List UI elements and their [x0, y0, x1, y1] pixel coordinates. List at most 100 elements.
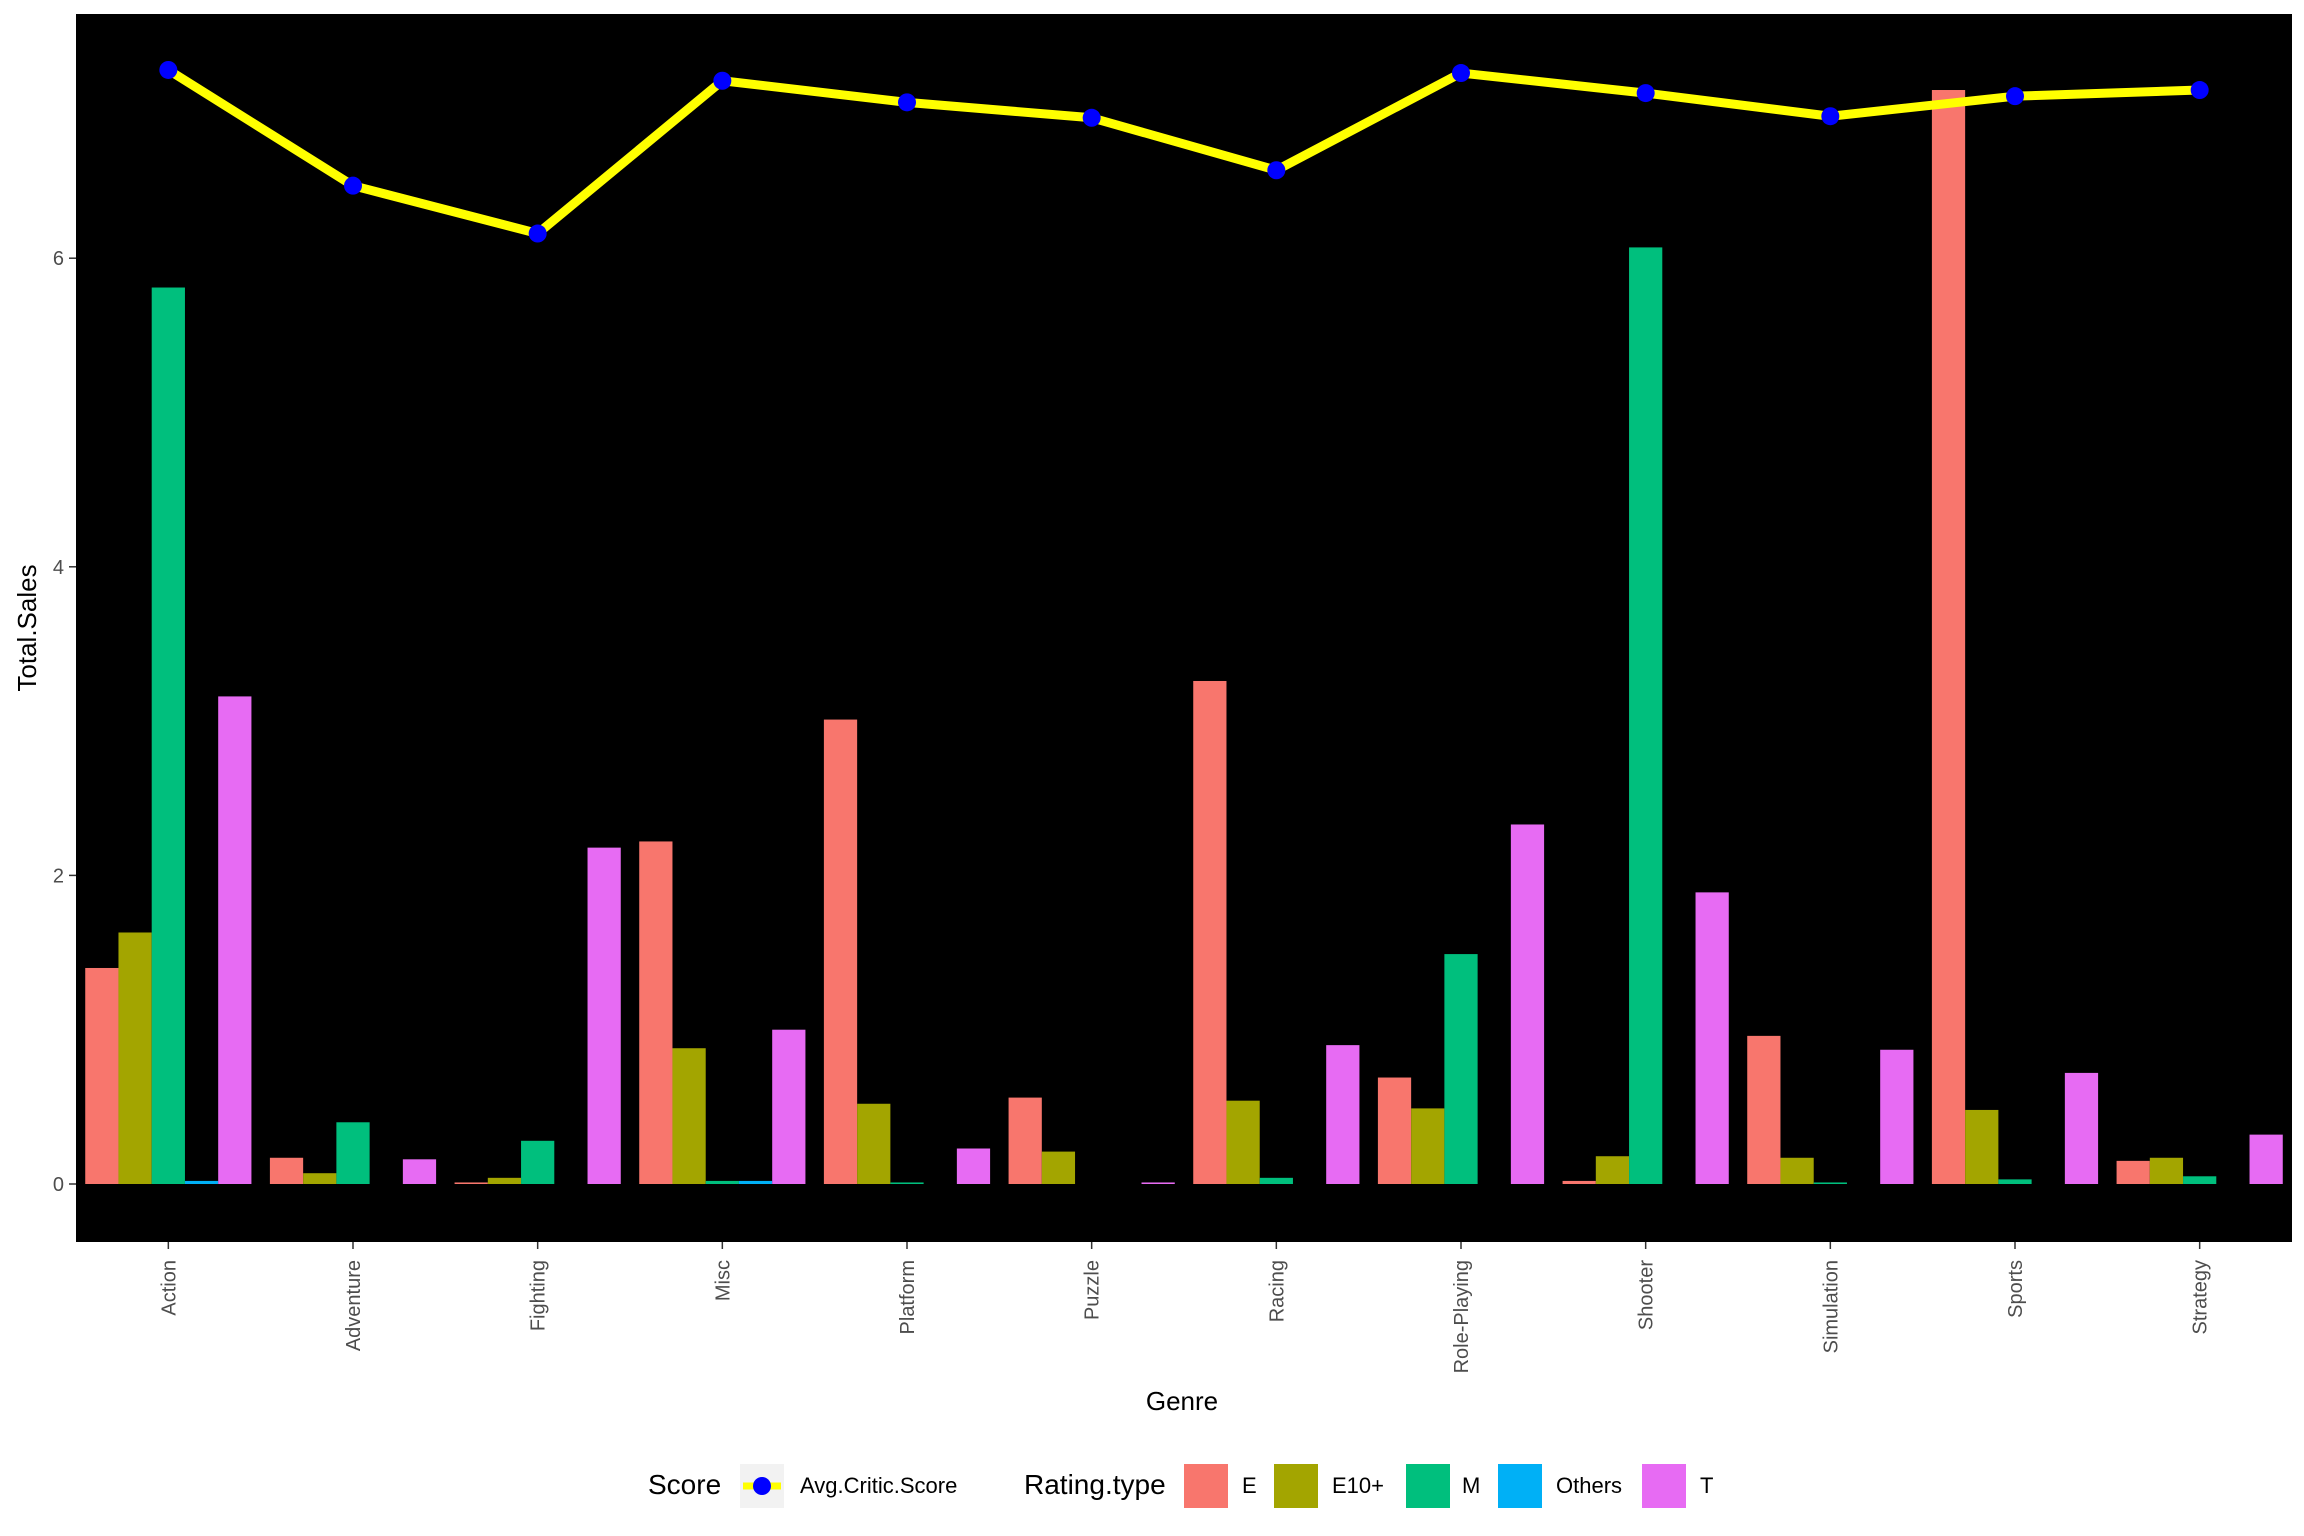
bar-action-others [184, 1180, 219, 1184]
bar-role-playing-e10plus [1411, 1108, 1445, 1184]
bar-racing-e10plus [1226, 1100, 1260, 1184]
bar-simulation-e10plus [1780, 1157, 1814, 1184]
bar-platform-e [823, 719, 858, 1184]
y-tick-label: 2 [53, 865, 64, 887]
score-point-fighting [528, 224, 547, 243]
bar-puzzle-e [1008, 1097, 1042, 1184]
score-point-platform [898, 93, 916, 112]
bar-racing-e [1193, 680, 1227, 1184]
bar-sports-t [2064, 1072, 2099, 1184]
bar-strategy-t [2249, 1134, 2283, 1184]
legend: Score Avg.Critic.Score Rating.type E E10… [648, 1464, 1713, 1508]
bar-shooter-e10plus [1595, 1156, 1630, 1184]
legend-key-e10plus [1274, 1464, 1318, 1508]
bar-puzzle-t [1141, 1182, 1175, 1184]
bar-fighting-e10plus [487, 1177, 522, 1184]
legend-key-t [1642, 1464, 1686, 1508]
bar-misc-others [738, 1180, 773, 1184]
bar-sports-e [1931, 90, 1966, 1184]
bar-role-playing-m [1444, 954, 1478, 1184]
bar-shooter-e [1562, 1180, 1596, 1184]
bar-misc-e [639, 841, 673, 1184]
legend-label-others: Others [1556, 1473, 1622, 1498]
bars-layer [85, 90, 2283, 1184]
legend-label-e10plus: E10+ [1332, 1473, 1384, 1498]
x-tick-label-misc: Misc [712, 1260, 734, 1301]
avg-critic-score-line [165, 66, 2200, 239]
x-tick-label-role-playing: Role-Playing [1451, 1260, 1473, 1373]
legend-key-m [1406, 1464, 1450, 1508]
x-tick-label-platform: Platform [897, 1260, 919, 1334]
bar-adventure-t [402, 1159, 437, 1184]
bar-simulation-e [1747, 1035, 1781, 1184]
score-point-action [159, 60, 178, 79]
x-tick-label-simulation: Simulation [1820, 1260, 1842, 1353]
x-tick-label-strategy: Strategy [2190, 1260, 2212, 1334]
y-axis-title: Total.Sales [12, 564, 42, 691]
x-axis: Action Adventure Fighting Misc Platform Puzzl… [158, 1242, 2212, 1373]
bar-shooter-t [1695, 892, 1729, 1184]
bar-action-t [218, 696, 252, 1184]
score-point-puzzle [1082, 108, 1101, 127]
bar-fighting-t [587, 847, 621, 1184]
bar-sports-m [1998, 1179, 2032, 1184]
legend-label-avg-critic-score: Avg.Critic.Score [800, 1473, 957, 1498]
legend-title-score: Score [648, 1469, 721, 1500]
bar-action-e [85, 967, 119, 1184]
x-tick-label-adventure: Adventure [343, 1260, 365, 1351]
y-tick-label: 4 [53, 557, 64, 579]
bar-platform-t [956, 1148, 991, 1184]
bar-misc-e10plus [672, 1048, 706, 1184]
bar-adventure-m [336, 1122, 370, 1184]
legend-key-others [1498, 1464, 1542, 1508]
score-point-misc [713, 71, 732, 90]
score-point-racing [1267, 161, 1286, 180]
x-tick-label-action: Action [158, 1260, 180, 1316]
score-point-sports [2006, 87, 2024, 106]
bar-misc-t [772, 1029, 806, 1184]
bar-puzzle-e10plus [1041, 1151, 1076, 1184]
y-tick-label: 6 [53, 248, 64, 270]
x-tick-label-shooter: Shooter [1636, 1260, 1658, 1330]
bar-adventure-e [269, 1157, 304, 1184]
bar-misc-m [705, 1180, 739, 1184]
score-point-strategy [2190, 81, 2209, 100]
legend-key-e [1184, 1464, 1228, 1508]
bar-strategy-e10plus [2149, 1157, 2184, 1184]
y-tick-label: 0 [53, 1174, 64, 1196]
legend-key-score-point [753, 1477, 771, 1495]
y-axis: 0 2 4 6 [53, 248, 76, 1196]
legend-label-e: E [1242, 1473, 1257, 1498]
score-point-simulation [1821, 107, 1840, 126]
bar-action-m [151, 287, 185, 1184]
score-point-adventure [344, 176, 362, 195]
bar-simulation-m [1813, 1182, 1847, 1184]
bar-action-e10plus [118, 932, 152, 1184]
legend-title-rating-type: Rating.type [1024, 1469, 1166, 1500]
bar-simulation-t [1880, 1049, 1914, 1184]
plot-panel [76, 14, 2292, 1242]
x-tick-label-sports: Sports [2005, 1260, 2027, 1318]
bar-shooter-m [1629, 247, 1663, 1184]
x-tick-label-puzzle: Puzzle [1082, 1260, 1104, 1320]
bar-platform-e10plus [857, 1103, 891, 1184]
x-tick-label-fighting: Fighting [528, 1260, 550, 1331]
legend-label-m: M [1462, 1473, 1480, 1498]
x-axis-title: Genre [1146, 1386, 1218, 1416]
bar-strategy-m [2183, 1176, 2217, 1184]
x-tick-label-racing: Racing [1266, 1260, 1288, 1322]
bar-racing-t [1326, 1045, 1360, 1184]
score-point-role-playing [1452, 64, 1470, 83]
bar-fighting-e [454, 1182, 488, 1184]
score-line-layer [159, 60, 2209, 243]
bar-racing-m [1259, 1177, 1293, 1184]
score-point-shooter [1636, 84, 1655, 103]
bar-platform-m [890, 1182, 924, 1184]
bar-adventure-e10plus [303, 1173, 337, 1184]
bar-strategy-e [2116, 1160, 2150, 1184]
bar-fighting-m [521, 1140, 555, 1184]
bar-sports-e10plus [1965, 1109, 1999, 1184]
legend-label-t: T [1700, 1473, 1713, 1498]
bar-role-playing-e [1377, 1077, 1412, 1184]
